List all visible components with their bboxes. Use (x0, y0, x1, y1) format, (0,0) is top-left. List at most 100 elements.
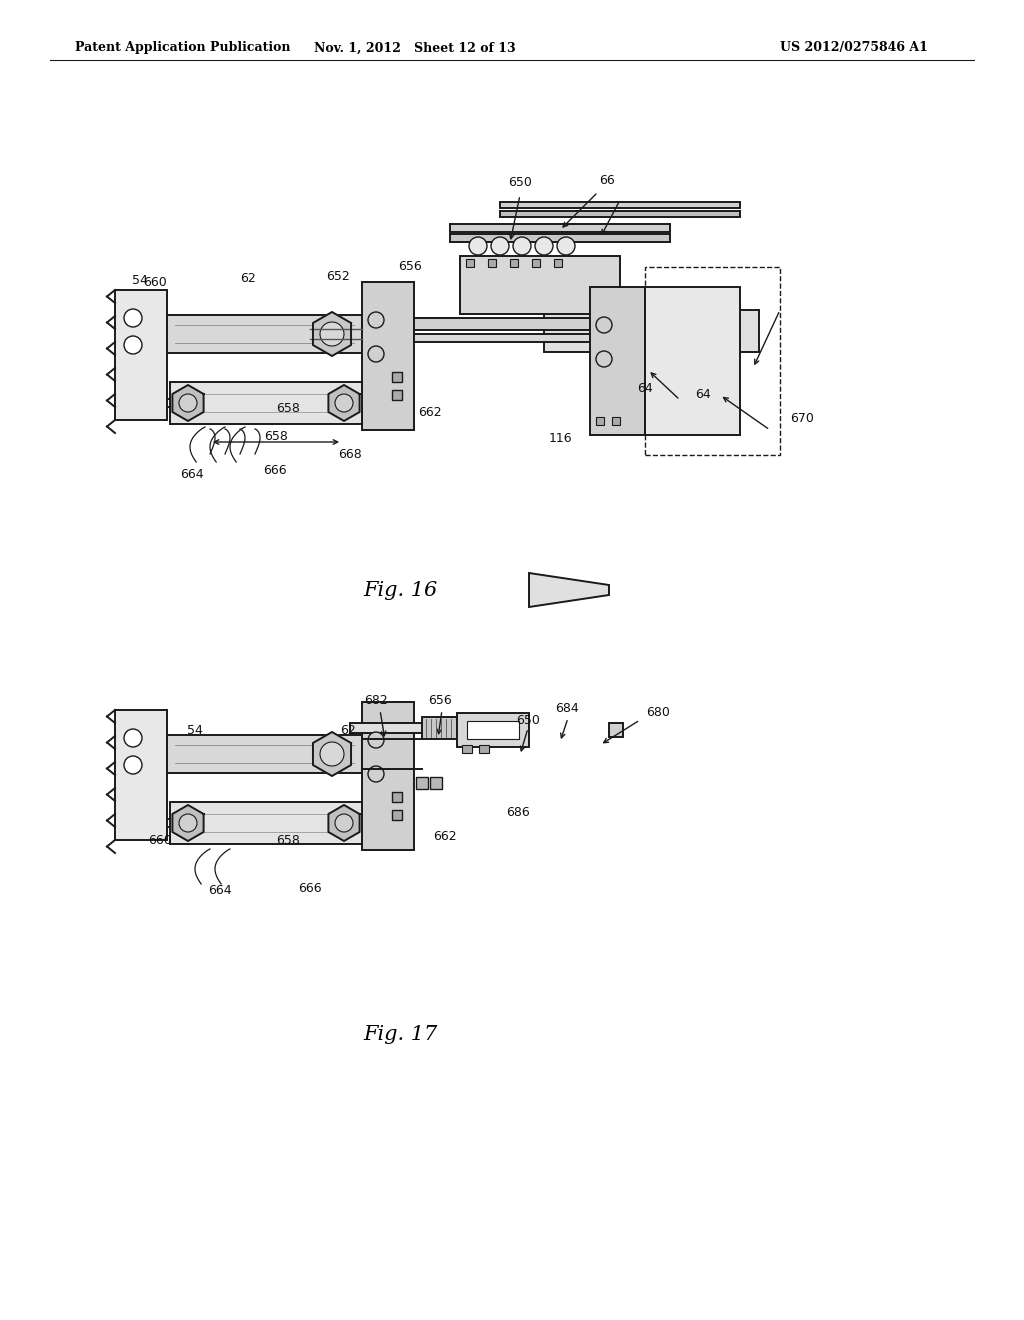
Bar (450, 224, 670, 232)
Text: 662: 662 (433, 829, 457, 842)
Bar (488, 259, 496, 267)
Circle shape (319, 322, 344, 346)
Text: 670: 670 (790, 412, 814, 425)
Bar (590, 286, 645, 436)
Circle shape (368, 346, 384, 362)
Bar (170, 803, 362, 843)
Bar (650, 317, 690, 407)
Bar (350, 723, 422, 733)
Text: Fig. 16: Fig. 16 (362, 581, 437, 599)
Bar (462, 744, 472, 752)
Bar (167, 735, 362, 774)
Polygon shape (313, 733, 351, 776)
Text: 682: 682 (365, 693, 388, 706)
Text: 652: 652 (326, 271, 350, 284)
Bar (392, 792, 402, 803)
Text: 656: 656 (398, 260, 422, 273)
Text: US 2012/0275846 A1: US 2012/0275846 A1 (780, 41, 928, 54)
Circle shape (124, 309, 142, 327)
Text: 660: 660 (148, 833, 172, 846)
Bar (414, 318, 709, 330)
Text: Fig. 17: Fig. 17 (362, 1026, 437, 1044)
Bar (500, 202, 740, 209)
Bar (500, 211, 740, 216)
Text: 684: 684 (555, 701, 579, 714)
Bar (510, 259, 518, 267)
Text: 54: 54 (132, 273, 147, 286)
Circle shape (319, 742, 344, 766)
Circle shape (596, 351, 612, 367)
Bar (416, 777, 428, 789)
Bar (414, 334, 709, 342)
Bar (167, 315, 362, 352)
Polygon shape (529, 573, 609, 607)
Text: 64: 64 (637, 381, 653, 395)
Bar (609, 723, 623, 737)
Bar (645, 286, 740, 436)
Bar (422, 717, 457, 739)
Bar (392, 372, 402, 381)
Circle shape (368, 733, 384, 748)
Bar (362, 282, 414, 430)
Polygon shape (172, 385, 204, 421)
Bar (544, 310, 759, 352)
Text: 686: 686 (506, 805, 529, 818)
Circle shape (179, 814, 197, 832)
Text: 658: 658 (264, 429, 288, 442)
Text: 62: 62 (340, 723, 356, 737)
Text: Patent Application Publication: Patent Application Publication (75, 41, 291, 54)
Circle shape (335, 393, 353, 412)
Polygon shape (313, 312, 351, 356)
Text: 658: 658 (276, 401, 300, 414)
Circle shape (124, 756, 142, 774)
Text: 664: 664 (208, 883, 231, 896)
Text: 680: 680 (646, 705, 670, 718)
Text: 666: 666 (298, 882, 322, 895)
Circle shape (124, 729, 142, 747)
Bar (467, 721, 519, 739)
Bar (392, 810, 402, 820)
Text: 650: 650 (508, 177, 531, 190)
Bar (596, 417, 604, 425)
Text: 64: 64 (695, 388, 711, 400)
Bar (479, 744, 489, 752)
Bar (170, 381, 362, 424)
Text: 664: 664 (180, 469, 204, 482)
Circle shape (179, 393, 197, 412)
Text: 658: 658 (276, 833, 300, 846)
Bar (115, 710, 167, 840)
Circle shape (557, 238, 575, 255)
Bar (450, 234, 670, 242)
Bar (430, 777, 442, 789)
Circle shape (535, 238, 553, 255)
Text: 54: 54 (187, 723, 203, 737)
Circle shape (368, 766, 384, 781)
Bar (554, 259, 562, 267)
Bar (466, 259, 474, 267)
Text: 660: 660 (143, 276, 167, 289)
Bar (460, 256, 620, 314)
Circle shape (368, 312, 384, 327)
Circle shape (124, 337, 142, 354)
Circle shape (596, 317, 612, 333)
Circle shape (513, 238, 531, 255)
Circle shape (469, 238, 487, 255)
Text: 116: 116 (548, 432, 571, 445)
Text: Nov. 1, 2012   Sheet 12 of 13: Nov. 1, 2012 Sheet 12 of 13 (314, 41, 516, 54)
Bar (392, 389, 402, 400)
Polygon shape (329, 385, 359, 421)
Circle shape (335, 814, 353, 832)
Text: 666: 666 (263, 463, 287, 477)
Text: 62: 62 (240, 272, 256, 285)
Bar (457, 713, 529, 747)
Polygon shape (329, 805, 359, 841)
Bar (362, 702, 414, 850)
Text: 662: 662 (418, 407, 441, 420)
Bar (115, 290, 167, 420)
Polygon shape (172, 805, 204, 841)
Text: 66: 66 (599, 174, 614, 187)
Bar (645, 267, 780, 455)
Circle shape (490, 238, 509, 255)
Text: 650: 650 (516, 714, 540, 726)
Bar (612, 417, 620, 425)
